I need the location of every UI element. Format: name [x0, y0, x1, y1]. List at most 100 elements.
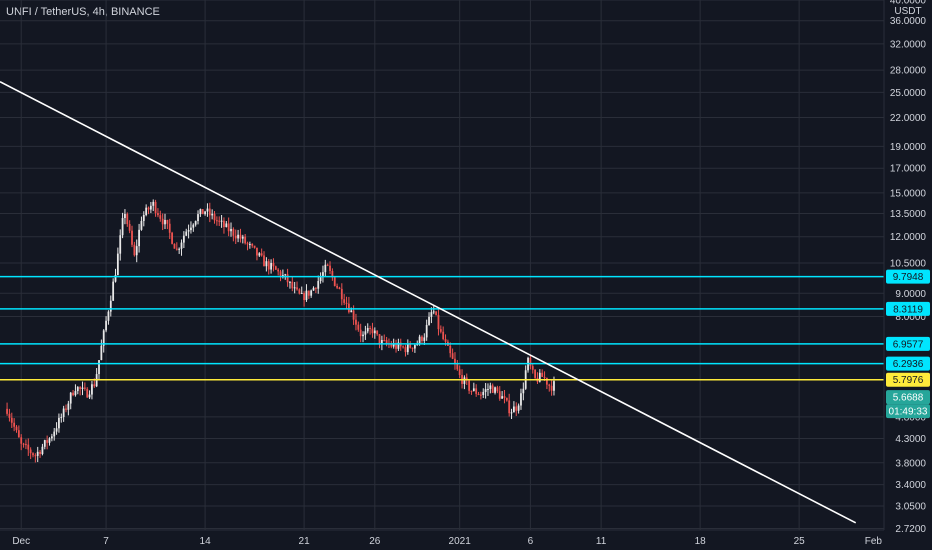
last-price-label: 5.6688	[893, 393, 924, 404]
candle-body	[475, 388, 478, 394]
candle-body	[324, 264, 327, 273]
level-badge	[886, 356, 930, 371]
candle-body	[522, 388, 525, 394]
candle-body	[86, 388, 89, 398]
candle-body	[373, 330, 376, 334]
candle-body	[138, 229, 140, 247]
candle-body	[531, 366, 534, 370]
candle-body	[432, 311, 435, 313]
candle-body	[208, 208, 211, 216]
candle-body	[449, 345, 452, 354]
candle-body	[496, 387, 499, 392]
candle-body	[378, 334, 381, 345]
candle-body	[225, 223, 228, 227]
candle-body	[50, 436, 53, 439]
candle-body	[175, 248, 178, 250]
candle-body	[220, 220, 223, 222]
candle-body	[246, 243, 249, 245]
candle-body	[48, 438, 51, 443]
candle-body	[204, 211, 206, 215]
candle-body	[489, 385, 492, 389]
candle-body	[244, 236, 247, 244]
candle-body	[13, 422, 16, 427]
candle-body	[83, 387, 86, 389]
candle-body	[512, 406, 515, 413]
candle-body	[124, 214, 126, 219]
x-tick-label: 11	[596, 536, 607, 547]
candle-body	[355, 319, 357, 325]
grid-lines	[0, 0, 899, 530]
candle-body	[326, 264, 329, 266]
candle-body	[109, 300, 112, 312]
candle-body	[260, 253, 263, 256]
candle-body	[277, 269, 280, 272]
candle-body	[529, 357, 532, 367]
candle-body	[161, 218, 164, 225]
candle-body	[180, 242, 183, 249]
x-tick-label: 26	[369, 536, 381, 547]
candle-body	[456, 363, 459, 370]
candle-body	[190, 227, 192, 231]
candle-body	[482, 391, 485, 396]
candle-body	[397, 342, 400, 349]
x-tick-label: 18	[695, 536, 707, 547]
candle-body	[135, 246, 138, 256]
candle-body	[22, 443, 25, 445]
level-badge-label: 5.7976	[893, 375, 924, 386]
y-tick-label: 36.0000	[890, 16, 927, 27]
candle-body	[463, 377, 466, 384]
price-axis[interactable]	[884, 0, 932, 530]
candle-body	[520, 393, 522, 406]
candle-body	[418, 336, 421, 344]
countdown-badge	[886, 404, 930, 419]
candle-body	[55, 428, 58, 432]
candle-body	[444, 339, 447, 342]
candle-body	[105, 320, 107, 331]
candle-body	[91, 384, 93, 395]
trendline-group[interactable]	[0, 80, 857, 524]
candle-body	[149, 205, 152, 210]
candle-body	[218, 220, 221, 222]
candle-body	[270, 263, 272, 270]
candle-body	[357, 324, 360, 330]
candle-body	[411, 347, 414, 349]
y-tick-label: 9.0000	[895, 289, 926, 300]
trendline	[0, 80, 857, 524]
candle-body	[201, 209, 204, 215]
candle-body	[428, 316, 430, 325]
y-tick-label: 3.4000	[895, 480, 926, 491]
candle-body	[69, 392, 72, 404]
y-tick-label: 2.7200	[895, 524, 926, 535]
candle-body	[508, 400, 511, 414]
candle-body	[145, 207, 148, 216]
candle-body	[548, 384, 551, 386]
candle-body	[53, 431, 56, 437]
candle-body	[338, 287, 341, 289]
candle-body	[8, 413, 11, 418]
candle-body	[81, 387, 84, 389]
time-axis[interactable]	[0, 530, 932, 550]
candle-body	[541, 372, 544, 377]
candle-body	[76, 387, 79, 392]
candle-body	[248, 243, 251, 245]
candle-body	[232, 228, 235, 236]
candle-body	[126, 214, 129, 225]
level-badge-label: 6.9577	[893, 339, 924, 350]
candle-body	[20, 437, 23, 444]
candle-body	[347, 303, 350, 313]
candle-body	[116, 253, 119, 276]
horizontal-levels[interactable]	[0, 275, 884, 381]
candle-body	[211, 213, 214, 216]
candle-body	[352, 310, 355, 320]
candle-body	[435, 311, 438, 315]
candle-body	[88, 394, 91, 398]
candle-body	[192, 224, 195, 228]
candle-body	[364, 331, 367, 335]
candle-body	[303, 293, 305, 301]
candle-body	[114, 275, 117, 282]
candle-body	[223, 220, 225, 227]
candle-body	[498, 391, 501, 399]
candle-body	[182, 235, 185, 243]
candle-body	[251, 243, 254, 246]
